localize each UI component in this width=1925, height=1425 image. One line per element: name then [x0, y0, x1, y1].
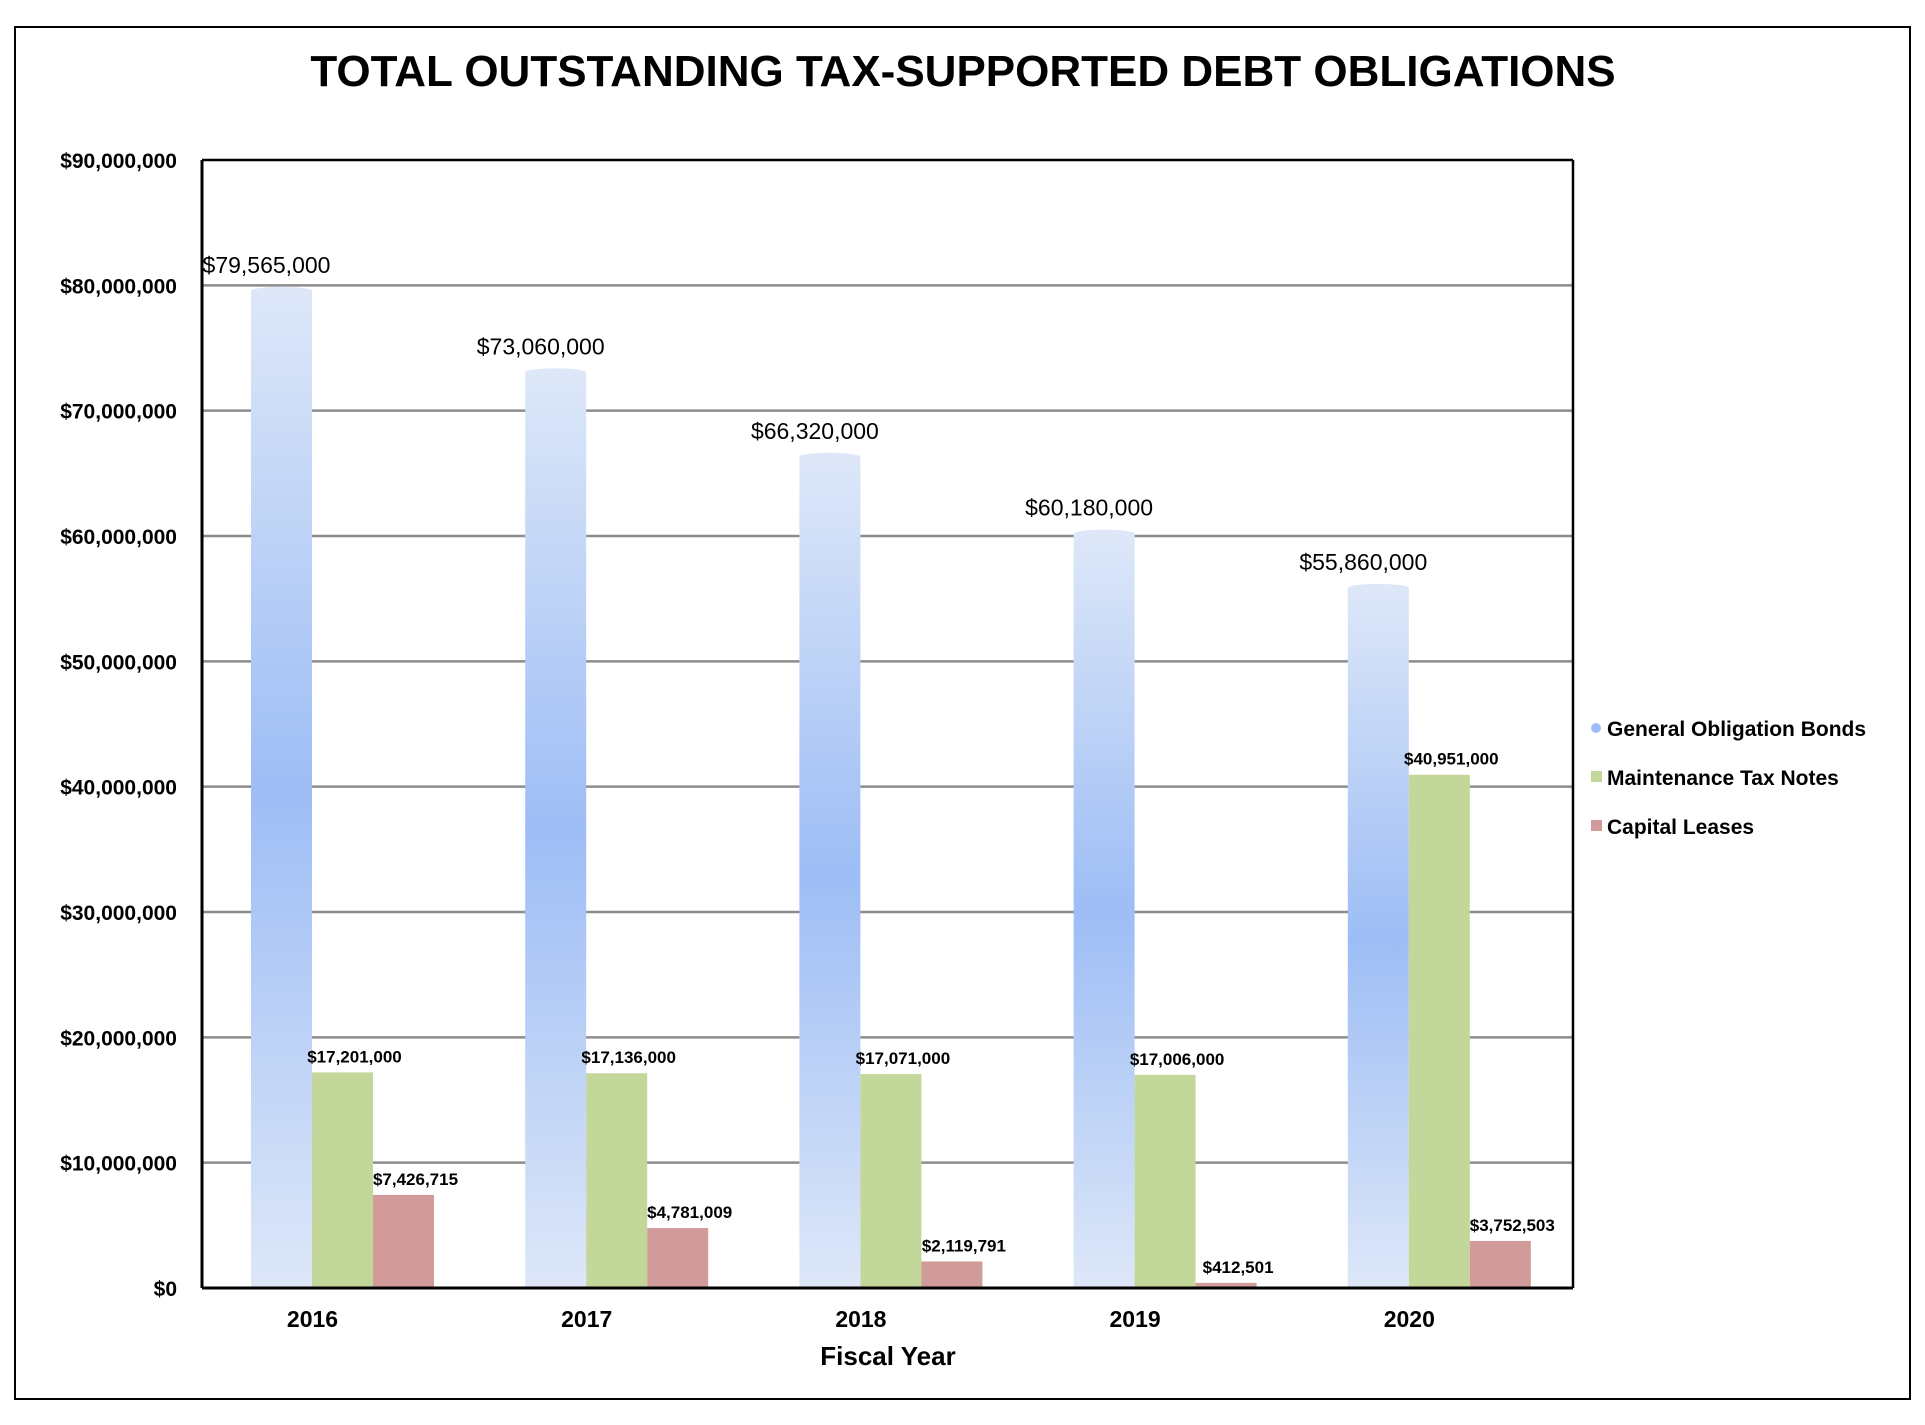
legend-label: Capital Leases	[1607, 816, 1754, 839]
legend-maintenance-tax-notes: Maintenance Tax Notes	[1591, 767, 1839, 790]
label-general-obligation-bonds: $66,320,000	[751, 418, 879, 444]
y-tick-label: $80,000,000	[60, 275, 177, 298]
label-general-obligation-bonds: $55,860,000	[1299, 549, 1427, 575]
bar-capital-leases	[373, 1194, 434, 1288]
legend-swatch	[1591, 820, 1602, 831]
chart-title: TOTAL OUTSTANDING TAX-SUPPORTED DEBT OBL…	[310, 47, 1615, 96]
legend-label: General Obligation Bonds	[1607, 718, 1866, 741]
y-tick-label: $70,000,000	[60, 401, 177, 424]
bar-general-obligation-bonds	[251, 290, 312, 1288]
x-tick-label: 2019	[1110, 1306, 1161, 1332]
bar-maintenance-tax-notes	[1134, 1074, 1196, 1288]
bar-general-obligation-bonds	[799, 456, 861, 1289]
gridlines	[202, 284, 1573, 1164]
label-general-obligation-bonds: $73,060,000	[477, 333, 605, 359]
label-general-obligation-bonds: $60,180,000	[1025, 495, 1153, 521]
bar-capital-leases	[1469, 1240, 1531, 1288]
x-tick-label: 2016	[287, 1306, 338, 1332]
bar-maintenance-tax-notes	[586, 1073, 648, 1288]
bar-top-cap	[251, 286, 312, 295]
x-axis-title: Fiscal Year	[820, 1341, 955, 1371]
y-tick-label: $0	[154, 1278, 177, 1301]
y-axis-ticks: $0 $10,000,000 $20,000,000 $30,000,000 $40,0…	[60, 150, 177, 1301]
label-maintenance-tax-notes: $40,951,000	[1404, 750, 1499, 769]
label-capital-leases: $412,501	[1203, 1258, 1274, 1277]
x-tick-label: 2017	[561, 1306, 612, 1332]
label-capital-leases: $4,781,009	[647, 1203, 732, 1222]
plot-axes	[200, 158, 1575, 1290]
x-tick-label: 2018	[835, 1306, 886, 1332]
y-tick-label: $60,000,000	[60, 526, 177, 549]
bar-maintenance-tax-notes	[312, 1072, 373, 1288]
bar-maintenance-tax-notes	[860, 1074, 922, 1288]
bar-general-obligation-bonds	[525, 372, 587, 1288]
label-maintenance-tax-notes: $17,201,000	[307, 1047, 402, 1066]
bar-top-cap	[799, 452, 861, 461]
legend-label: Maintenance Tax Notes	[1607, 767, 1839, 790]
legend-swatch	[1591, 771, 1602, 782]
label-maintenance-tax-notes: $17,136,000	[581, 1048, 676, 1067]
data-labels: $79,565,000 $17,201,000 $7,426,715 $73,060,…	[203, 252, 1555, 1277]
label-capital-leases: $2,119,791	[922, 1236, 1006, 1255]
bars	[251, 286, 1531, 1289]
bar-top-cap	[525, 368, 587, 377]
legend-capital-leases: Capital Leases	[1591, 816, 1754, 839]
label-maintenance-tax-notes: $17,006,000	[1130, 1050, 1225, 1069]
bar-general-obligation-bonds	[1347, 587, 1409, 1288]
y-tick-label: $30,000,000	[60, 902, 177, 925]
y-tick-label: $50,000,000	[60, 651, 177, 674]
legend-swatch	[1591, 723, 1601, 733]
bar-top-cap	[1347, 583, 1409, 592]
bar-capital-leases	[647, 1228, 709, 1288]
bar-capital-leases	[1195, 1282, 1257, 1288]
label-general-obligation-bonds: $79,565,000	[203, 252, 331, 278]
label-capital-leases: $7,426,715	[373, 1170, 458, 1189]
bar-general-obligation-bonds	[1073, 533, 1135, 1288]
y-tick-label: $20,000,000	[60, 1027, 177, 1050]
legend: General Obligation Bonds Maintenance Tax …	[1591, 718, 1866, 839]
y-tick-label: $10,000,000	[60, 1153, 177, 1176]
bar-capital-leases	[921, 1261, 983, 1288]
label-maintenance-tax-notes: $17,071,000	[856, 1049, 951, 1068]
y-tick-label: $40,000,000	[60, 777, 177, 800]
x-axis-ticks: 2016 2017 2018 2019 2020	[287, 1306, 1435, 1332]
bar-top-cap	[1073, 529, 1135, 538]
x-tick-label: 2020	[1384, 1306, 1435, 1332]
label-capital-leases: $3,752,503	[1470, 1216, 1555, 1235]
bar-maintenance-tax-notes	[1408, 774, 1470, 1288]
legend-general-obligation-bonds: General Obligation Bonds	[1591, 718, 1866, 741]
y-tick-label: $90,000,000	[60, 150, 177, 173]
